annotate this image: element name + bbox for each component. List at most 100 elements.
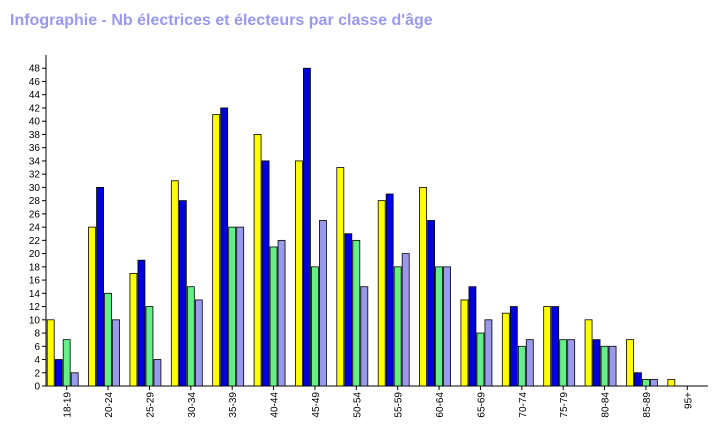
y-tick-label: 44 [29,90,41,101]
bar [228,226,237,387]
x-tick-label: 45-49 [311,392,322,418]
x-tick-label: 65-69 [476,392,487,418]
bar [153,359,162,387]
bar [344,233,353,387]
chart-title: Infographie - Nb électrices et électeurs… [10,12,433,29]
bar [145,306,154,387]
bar [360,286,369,387]
x-tick-label: 70-74 [518,392,529,418]
bar [88,226,96,387]
bar [194,299,203,387]
bar [592,339,601,387]
bar [525,339,534,387]
bar [277,239,286,387]
x-tick-label: 25-29 [145,392,156,418]
bar [137,259,146,387]
bar [220,107,229,387]
y-tick-label: 26 [29,209,41,220]
bar [336,167,345,387]
x-tick-label: 85-89 [642,392,653,418]
y-tick-label: 0 [34,382,40,393]
bar [70,372,79,387]
bar [178,200,187,387]
bar [484,319,493,387]
bar [303,67,311,387]
x-tick-label: 50-54 [352,392,363,418]
bar [468,286,477,387]
bar [295,160,303,387]
bar [600,345,609,387]
y-tick-label: 18 [29,262,41,273]
bar [559,339,568,387]
y-tick-label: 20 [29,249,41,260]
bar [46,319,55,387]
y-tick-label: 42 [29,103,41,114]
y-tick-label: 36 [29,143,41,154]
y-tick-label: 32 [29,170,41,181]
bar [650,378,658,387]
x-tick-label: 55-59 [394,392,405,418]
bar [253,134,262,387]
bar [269,246,278,387]
bar [54,359,63,387]
bar [96,186,104,387]
bar [517,345,526,387]
bar [419,186,427,387]
bar [509,306,518,387]
y-tick-label: 38 [29,130,41,141]
bar [460,299,469,387]
x-tick-label: 40-44 [270,392,281,418]
y-tick-label: 10 [29,315,41,326]
bar [319,220,327,387]
y-tick-label: 16 [29,276,41,287]
bar [543,306,552,387]
chart-bars [46,67,676,387]
bar [634,372,642,387]
bar [551,306,560,387]
bar [435,266,443,387]
bar [476,332,485,387]
y-tick-label: 12 [29,302,41,313]
y-tick-label: 30 [29,183,41,194]
x-tick-label: 35-39 [228,392,239,418]
y-tick-label: 46 [29,77,41,88]
y-tick-label: 14 [29,289,41,300]
y-tick-label: 22 [29,236,41,247]
x-tick-label: 20-24 [104,392,115,418]
y-tick-label: 8 [34,329,40,340]
y-tick-label: 28 [29,196,41,207]
x-tick-label: 30-34 [187,392,198,418]
bar [261,160,270,387]
bar [567,339,576,387]
bar [667,378,676,387]
bar [377,200,386,387]
bar [584,319,593,387]
bar [212,114,221,387]
bar [443,266,451,387]
chart-tick-labels: 0246810121416182022242628303234363840424… [29,64,694,418]
bar [626,339,634,387]
x-tick-label: 75-79 [559,392,570,418]
x-tick-label: 60-64 [435,392,446,418]
y-tick-label: 24 [29,223,41,234]
bar [385,193,394,387]
bar [608,345,617,387]
bar [352,239,361,387]
y-tick-label: 6 [34,342,40,353]
bar [427,220,435,387]
bar [104,292,112,387]
x-tick-label: 95+ [683,392,694,409]
y-tick-label: 4 [34,355,40,366]
bar [129,273,138,387]
y-tick-label: 40 [29,117,41,128]
bar [311,266,319,387]
y-tick-label: 34 [29,156,41,167]
bar [642,378,650,387]
y-tick-label: 2 [34,368,40,379]
bar [501,312,510,387]
bar [401,253,410,387]
bar [170,180,179,387]
x-tick-label: 18-19 [63,392,74,418]
x-tick-label: 80-84 [601,392,612,418]
